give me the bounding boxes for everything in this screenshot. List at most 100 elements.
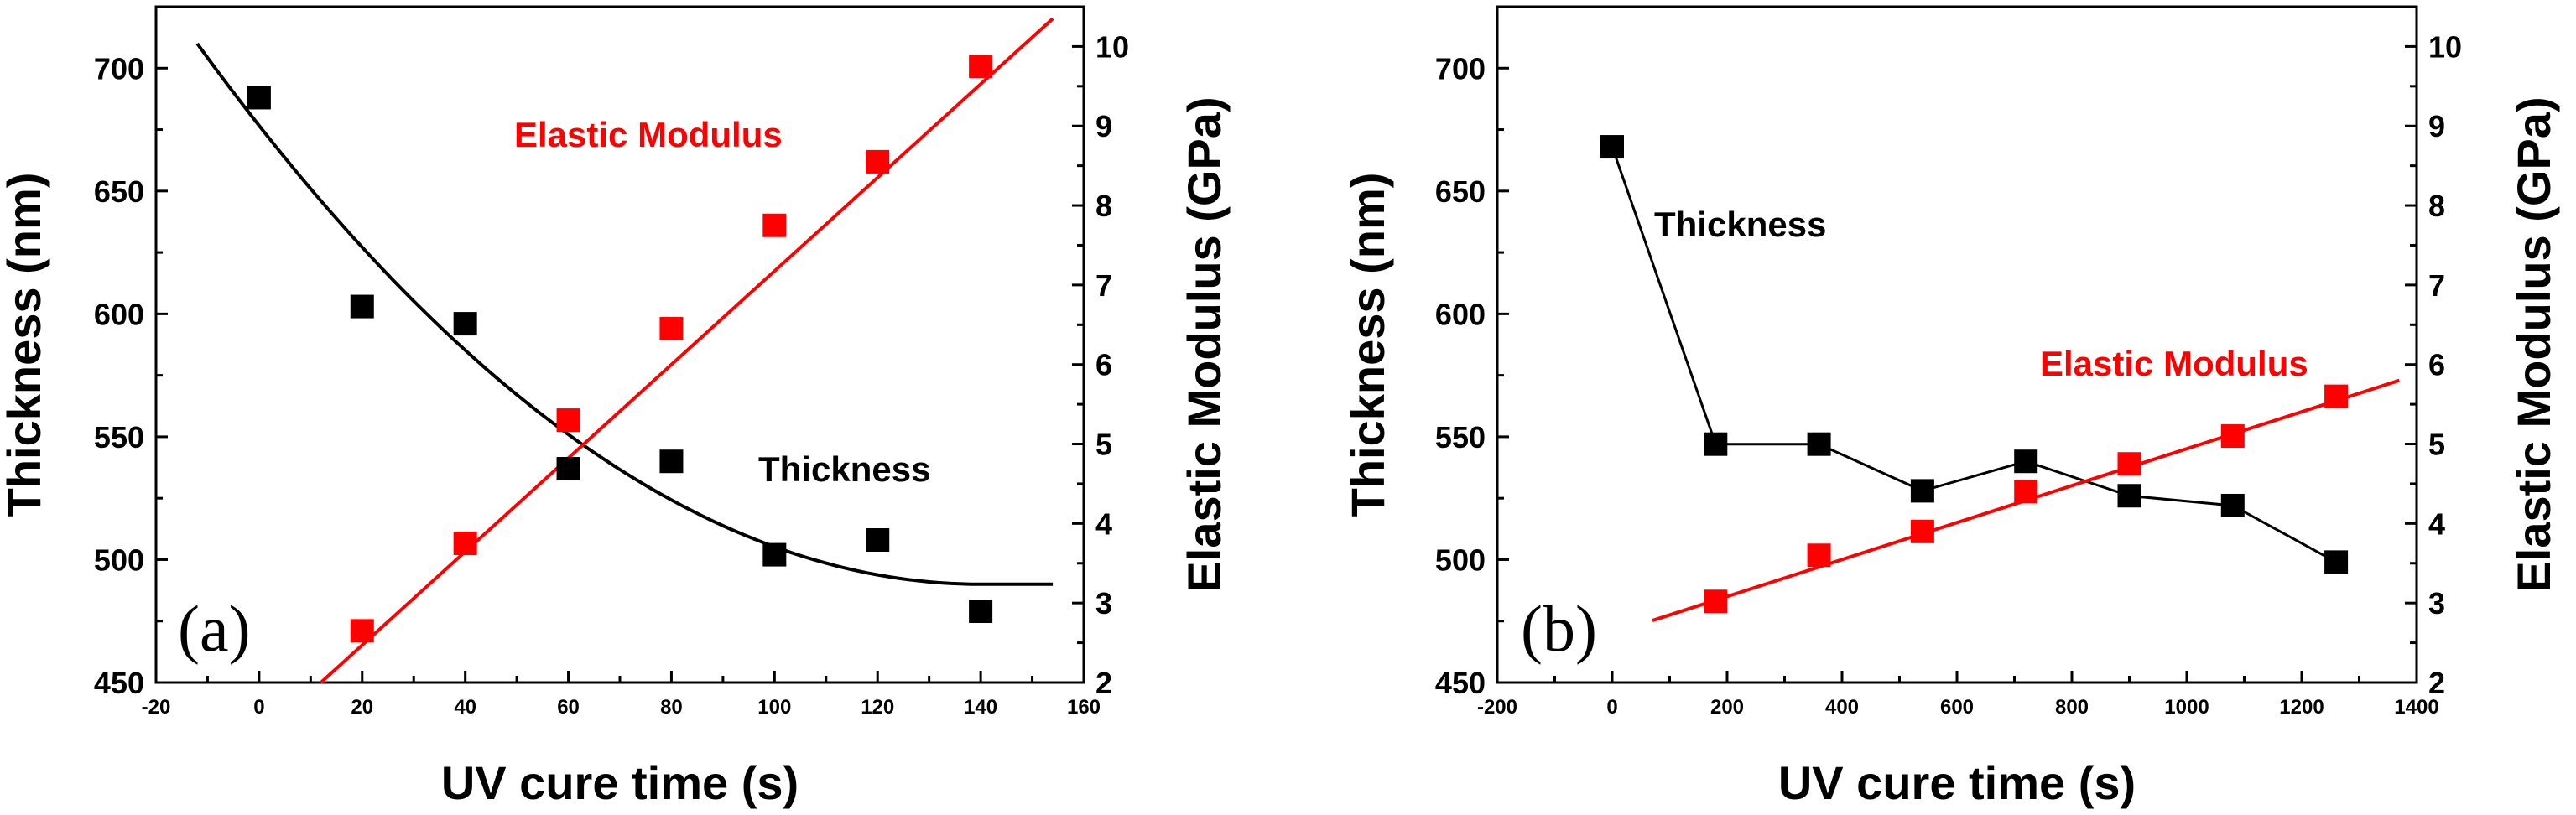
thickness-data-point (556, 457, 580, 481)
y-right-tick-label: 5 (1095, 428, 1112, 462)
x-tick-label: -200 (1477, 696, 1517, 719)
y-left-tick-label: 600 (1435, 297, 1486, 331)
elastic-modulus-data-point (659, 317, 684, 341)
y-right-tick-label: 8 (1095, 189, 1112, 223)
x-tick-label: 0 (253, 696, 264, 719)
y-right-tick-label: 3 (1095, 586, 1112, 620)
y-left-tick-label: 450 (1435, 666, 1486, 700)
y-right-tick-label: 2 (1095, 666, 1112, 700)
elastic-modulus-fit-line (320, 17, 1054, 684)
elastic-modulus-data-point (2117, 452, 2141, 476)
x-tick-label: 200 (1710, 696, 1744, 719)
elastic-modulus-data-point (1910, 519, 1934, 543)
panel-a-annotation-elastic-modulus: Elastic Modulus (514, 115, 783, 154)
panel-b-xlabel: UV cure time (s) (1778, 756, 2136, 809)
y-right-tick-label: 7 (1095, 268, 1112, 303)
y-right-tick-label: 9 (1095, 109, 1112, 143)
thickness-data-point (350, 294, 374, 319)
y-right-tick-label: 2 (2428, 666, 2445, 700)
y-left-tick-label: 450 (94, 666, 144, 700)
y-left-tick-label: 650 (1435, 174, 1486, 209)
y-left-tick-label: 550 (94, 420, 144, 454)
panel-a-label: (a) (178, 592, 251, 665)
panel-b-annotation-thickness: Thickness (1654, 205, 1826, 244)
x-tick-label: 1000 (2164, 696, 2209, 719)
y-left-tick-label: 500 (94, 542, 144, 577)
x-tick-label: 140 (964, 696, 997, 719)
y-right-tick-label: 7 (2428, 268, 2445, 303)
x-tick-label: 80 (660, 696, 683, 719)
panel-b-annotation-elastic-modulus: Elastic Modulus (2040, 344, 2308, 383)
panel-a-fits (195, 17, 1054, 684)
y-left-tick-label: 650 (94, 174, 144, 209)
thickness-fit-curve (195, 42, 1054, 586)
elastic-modulus-data-point (453, 532, 477, 556)
elastic-modulus-data-point (2324, 384, 2349, 408)
y-right-tick-label: 3 (2428, 586, 2445, 620)
thickness-data-point (1704, 432, 1728, 456)
panel-a-annotation-thickness: Thickness (758, 449, 930, 489)
elastic-modulus-data-point (969, 55, 993, 79)
panel-b-label: (b) (1521, 592, 1597, 665)
y-right-tick-label: 9 (2428, 109, 2445, 143)
x-tick-label: 0 (1606, 696, 1617, 719)
x-tick-label: 1200 (2279, 696, 2324, 719)
y-right-tick-label: 4 (2428, 506, 2445, 541)
panel-b-ylabel-left: Thickness (nm) (1341, 173, 1394, 517)
y-left-tick-label: 500 (1435, 542, 1486, 577)
elastic-modulus-data-point (556, 408, 580, 433)
thickness-data-point (2117, 484, 2141, 508)
x-tick-label: 20 (351, 696, 373, 719)
panel-a-ylabel-right: Elastic Modulus (GPa) (1178, 96, 1231, 592)
x-tick-label: 40 (454, 696, 476, 719)
elastic-modulus-data-point (866, 149, 890, 174)
thickness-data-point (247, 86, 271, 110)
panel-a-markers (247, 55, 993, 643)
y-right-tick-label: 4 (1095, 506, 1112, 541)
y-right-tick-label: 10 (1095, 29, 1129, 64)
y-left-tick-label: 550 (1435, 420, 1486, 454)
panel-a-ticks: -20 0 20 40 60 80 100 120 140 160 450 500 550 600 650 7… (94, 29, 1129, 719)
elastic-modulus-data-point (350, 619, 374, 643)
thickness-data-point (2014, 449, 2038, 474)
thickness-data-point (1807, 432, 1831, 456)
y-right-tick-label: 8 (2428, 189, 2445, 223)
panel-b-ticks: -200 0 200 400 600 800 1000 1200 1400 450 500 550 60… (1435, 29, 2462, 719)
x-tick-label: 120 (861, 696, 894, 719)
panel-b-ylabel-right: Elastic Modulus (GPa) (2507, 96, 2560, 592)
x-tick-label: 600 (1940, 696, 1974, 719)
thickness-data-point (762, 542, 787, 567)
x-tick-label: 1400 (2394, 696, 2438, 719)
y-right-tick-label: 6 (2428, 348, 2445, 382)
panel-a-xlabel: UV cure time (s) (441, 756, 799, 809)
thickness-data-point (969, 600, 993, 624)
thickness-data-point (1600, 135, 1624, 159)
y-left-tick-label: 600 (94, 297, 144, 331)
elastic-modulus-data-point (762, 213, 787, 237)
thickness-data-point (866, 528, 890, 553)
thickness-data-point (659, 449, 684, 474)
elastic-modulus-data-point (2014, 480, 2038, 504)
panel-b-markers (1600, 135, 2349, 614)
x-tick-label: 60 (557, 696, 580, 719)
x-tick-label: 160 (1067, 696, 1101, 719)
thickness-data-point (453, 312, 477, 336)
panel-a: -20 0 20 40 60 80 100 120 140 160 450 500 550 600 650 7… (0, 5, 1231, 809)
thickness-data-point (1910, 479, 1934, 503)
y-left-tick-label: 700 (1435, 51, 1486, 86)
panel-b: -200 0 200 400 600 800 1000 1200 1400 450 500 550 60… (1341, 5, 2560, 809)
y-right-tick-label: 5 (2428, 428, 2445, 462)
panel-a-ylabel-left: Thickness (nm) (0, 173, 50, 517)
x-tick-label: 400 (1825, 696, 1859, 719)
panel-a-plot-frame (154, 5, 1085, 684)
x-tick-label: -20 (142, 696, 171, 719)
thickness-connector-line (1611, 146, 2337, 563)
y-right-tick-label: 6 (1095, 348, 1112, 382)
elastic-modulus-data-point (1704, 589, 1728, 614)
elastic-modulus-data-point (2220, 424, 2245, 449)
y-right-tick-label: 10 (2428, 29, 2462, 64)
thickness-data-point (2324, 550, 2349, 574)
elastic-modulus-data-point (1807, 543, 1831, 568)
x-tick-label: 800 (2055, 696, 2089, 719)
